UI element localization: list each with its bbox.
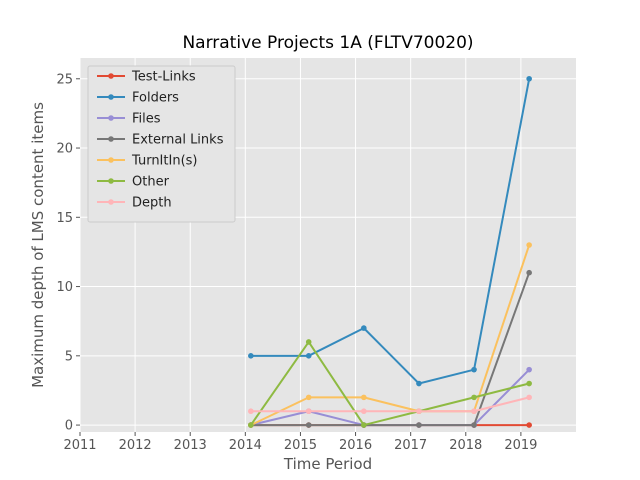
data-point-other: [305, 339, 312, 345]
data-point-folders: [248, 353, 254, 359]
legend-label-folders: Folders: [132, 91, 179, 106]
data-point-files: [526, 366, 532, 373]
legend-label-turnitin-s: TurnItIn(s): [131, 154, 197, 169]
y-tick-label: 25: [56, 72, 73, 87]
y-tick-label: 10: [56, 280, 73, 295]
y-tick-label: 0: [65, 419, 73, 434]
data-point-external-links: [305, 422, 312, 428]
data-point-depth: [305, 408, 312, 415]
legend-label-depth: Depth: [132, 196, 172, 211]
data-point-folders: [526, 75, 532, 82]
data-point-depth: [471, 408, 477, 415]
data-point-external-links: [416, 422, 422, 428]
data-point-folders: [361, 325, 367, 331]
series-line-external-links: [250, 272, 531, 427]
chart-title: Narrative Projects 1A (FLTV70020): [182, 33, 473, 53]
data-point-depth: [526, 394, 532, 401]
data-point-depth: [416, 408, 422, 415]
data-point-depth: [361, 408, 367, 415]
data-point-folders: [416, 380, 422, 387]
x-axis-label: Time Period: [283, 455, 372, 473]
data-point-turnitin-s: [305, 394, 312, 401]
data-point-other: [361, 422, 367, 428]
legend-box: [87, 65, 236, 223]
legend-label-external-links: External Links: [132, 133, 224, 148]
series-line-depth: [250, 396, 530, 413]
legend-marker-files: [108, 115, 114, 121]
x-tick-label: 2016: [339, 438, 372, 453]
data-point-other: [471, 394, 477, 401]
x-tick-label: 2015: [284, 438, 317, 453]
axis-ticks: 2011 2012 2013 2014 2015 2016 2017 2018 20190510…: [56, 72, 537, 453]
data-point-folders: [305, 353, 312, 359]
legend-label-files: Files: [132, 112, 161, 127]
x-tick-label: 2018: [449, 438, 482, 453]
x-tick-label: 2019: [504, 438, 537, 453]
legend-marker-test-links: [108, 73, 114, 79]
y-tick-label: 5: [65, 349, 73, 364]
x-tick-label: 2014: [229, 438, 262, 453]
data-point-other: [248, 422, 254, 428]
series-line-turnitin-s: [250, 244, 531, 426]
x-tick-label: 2017: [394, 438, 427, 453]
data-point-external-links: [526, 269, 532, 276]
y-tick-label: 20: [56, 142, 73, 157]
y-axis-label: Maximum depth of LMS content items: [29, 102, 47, 388]
series-line-other: [250, 340, 530, 427]
x-tick-label: 2011: [63, 438, 96, 453]
legend-label-other: Other: [132, 175, 170, 190]
legend-marker-folders: [108, 94, 114, 100]
data-point-external-links: [471, 422, 477, 428]
x-tick-label: 2012: [119, 438, 152, 453]
y-tick-label: 15: [56, 211, 73, 226]
legend-marker-turnitin-s: [108, 157, 114, 163]
legend-marker-external-links: [108, 136, 114, 142]
data-point-test-links: [526, 422, 532, 428]
legend-label-test-links: Test-Links: [131, 70, 196, 85]
data-point-turnitin-s: [361, 394, 367, 401]
series-lines: [248, 75, 532, 428]
x-tick-label: 2013: [174, 438, 207, 453]
data-point-other: [526, 380, 532, 387]
legend-marker-other: [108, 178, 114, 184]
data-point-folders: [471, 366, 477, 373]
legend: Test-Links Folders Files External Links Turn…: [87, 65, 236, 223]
data-point-turnitin-s: [526, 242, 532, 248]
data-point-depth: [248, 408, 254, 415]
legend-marker-depth: [108, 199, 114, 205]
